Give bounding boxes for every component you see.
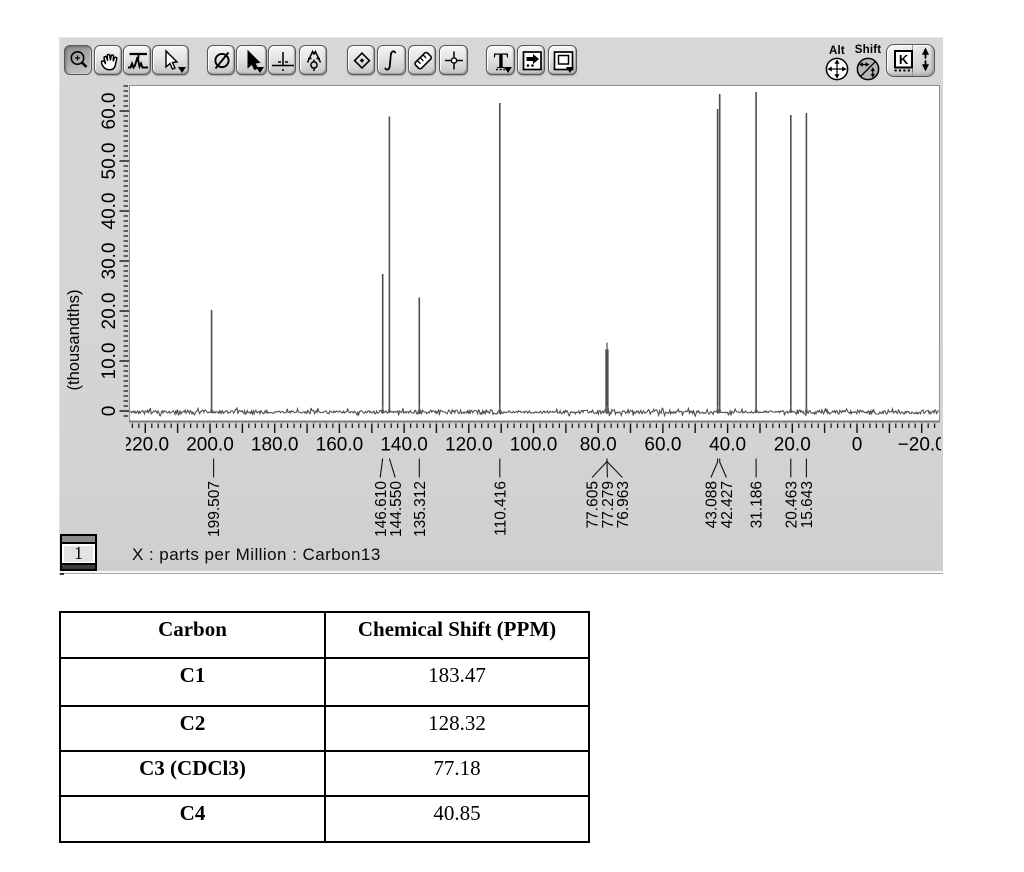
svg-text:80.0: 80.0 — [580, 435, 617, 456]
svg-text:199.507: 199.507 — [206, 481, 223, 537]
svg-text:135.312: 135.312 — [412, 481, 429, 537]
svg-text:200.0: 200.0 — [186, 435, 234, 456]
svg-text:146.610: 146.610 — [373, 481, 390, 537]
svg-text:0: 0 — [99, 406, 120, 417]
svg-text:100.0: 100.0 — [510, 435, 558, 456]
svg-text:110.416: 110.416 — [492, 481, 509, 536]
svg-text:K: K — [899, 52, 909, 67]
svg-text:144.550: 144.550 — [388, 481, 405, 537]
svg-text:76.963: 76.963 — [615, 481, 632, 528]
svg-text:40.0: 40.0 — [709, 435, 746, 456]
svg-text:50.0: 50.0 — [99, 143, 120, 180]
svg-text:140.0: 140.0 — [380, 435, 428, 456]
svg-text:43.088: 43.088 — [704, 481, 721, 528]
svg-text:220.0: 220.0 — [122, 435, 170, 456]
svg-text:15.643: 15.643 — [799, 481, 816, 528]
svg-text:160.0: 160.0 — [316, 435, 364, 456]
svg-text:(thousandths): (thousandths) — [65, 290, 83, 391]
svg-text:20.0: 20.0 — [774, 435, 811, 456]
svg-text:40.0: 40.0 — [99, 193, 120, 230]
svg-text:42.427: 42.427 — [719, 481, 736, 528]
svg-text:31.186: 31.186 — [749, 481, 766, 528]
svg-text:60.0: 60.0 — [644, 435, 681, 456]
svg-text:T: T — [494, 48, 509, 73]
svg-text:30.0: 30.0 — [99, 243, 120, 280]
svg-text:0: 0 — [852, 435, 863, 456]
svg-text:77.605: 77.605 — [585, 481, 602, 528]
svg-text:120.0: 120.0 — [445, 435, 493, 456]
svg-text:20.0: 20.0 — [99, 293, 120, 330]
svg-text:180.0: 180.0 — [251, 435, 299, 456]
svg-text:20.463: 20.463 — [783, 481, 800, 528]
svg-text:−20.0: −20.0 — [898, 435, 946, 456]
svg-text:10.0: 10.0 — [99, 343, 120, 380]
svg-text:60.0: 60.0 — [99, 93, 120, 130]
svg-text:77.279: 77.279 — [600, 481, 617, 528]
